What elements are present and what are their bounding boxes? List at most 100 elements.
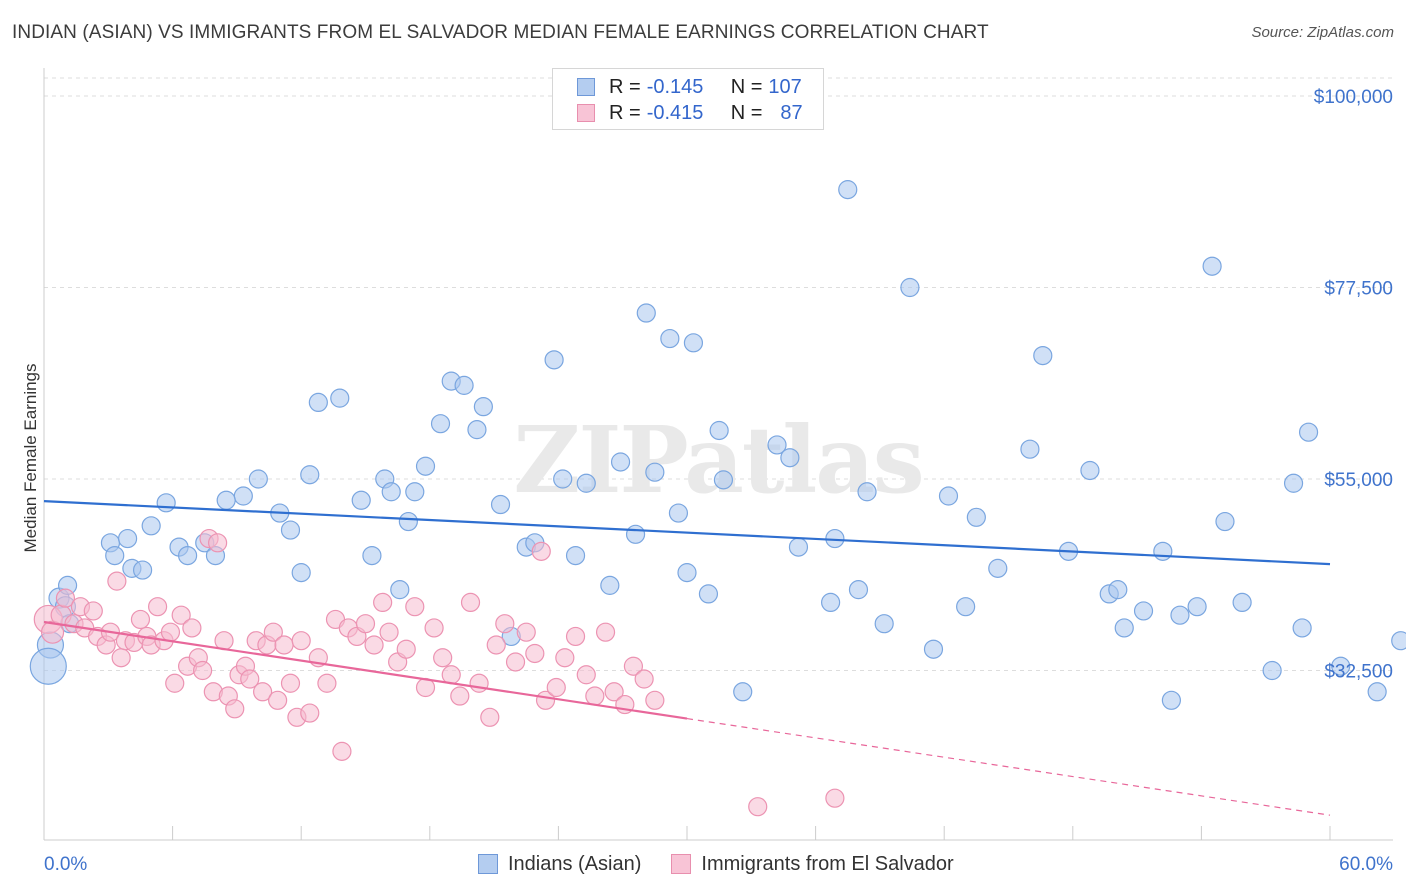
salvador-point (332, 741, 352, 761)
trend-layer (43, 500, 1331, 816)
indian-point (698, 584, 719, 604)
salvador-point (111, 648, 131, 668)
n-label: N = (730, 101, 763, 124)
indian-point (1298, 422, 1319, 442)
salvador-point (165, 673, 185, 693)
indian-point (1215, 511, 1235, 532)
legend-item-indians[interactable]: Indians (Asian) (478, 853, 641, 876)
indian-point (733, 682, 753, 702)
indian-point (291, 563, 311, 583)
salvador-point (433, 648, 453, 668)
indian-point (308, 392, 328, 412)
salvador-point (486, 635, 506, 655)
salvador-point (208, 533, 228, 553)
indian-point (490, 494, 511, 515)
y-axis-label: Median Female Earnings (21, 364, 40, 553)
n-label: N = (730, 75, 763, 98)
indian-point (1232, 592, 1252, 613)
indian-point (248, 469, 268, 489)
grid-layer (44, 77, 1395, 671)
indian-point (1292, 618, 1312, 638)
indian-point (1161, 690, 1181, 710)
r-label: R = (609, 75, 641, 98)
salvador-point (280, 673, 301, 693)
indian-point (132, 560, 153, 580)
salvador-point (576, 665, 596, 685)
salvador-point (193, 660, 213, 681)
indian-point (29, 647, 67, 685)
salvador-point (460, 592, 481, 613)
salvador-point (396, 639, 416, 659)
salvador-point (160, 622, 181, 642)
indian-point (1202, 256, 1222, 276)
indian-point (473, 397, 493, 417)
source-note: Source: ZipAtlas.com (1251, 24, 1394, 41)
indian-point (1331, 656, 1351, 676)
indian-point (636, 303, 656, 323)
indian-point (565, 545, 586, 566)
indian-point (390, 580, 410, 600)
stats-row-indians: R = -0.145 N = 107 (577, 75, 802, 99)
legend-label-indians: Indians (Asian) (508, 852, 642, 875)
indian-point (668, 503, 689, 523)
indian-point (216, 490, 236, 510)
indian-point (1153, 541, 1173, 561)
indian-point (467, 420, 487, 440)
bottom-legend: Indians (Asian) Immigrants from El Salva… (478, 852, 984, 876)
salvador-point (531, 541, 551, 561)
indian-point (415, 456, 436, 476)
legend-item-salvador[interactable]: Immigrants from El Salvador (671, 853, 954, 876)
indian-point (956, 597, 976, 617)
salvador-point (253, 682, 273, 702)
salvador-point (55, 588, 76, 608)
indian-point (351, 490, 371, 510)
indian-point (362, 545, 382, 566)
indian-point (576, 473, 596, 493)
salvador-point (634, 669, 654, 689)
salvador-point (825, 788, 845, 808)
indian-point (1187, 597, 1207, 617)
indian-point (660, 328, 680, 349)
label-layer: $100,000 $77,500 $55,000 $32,500 0.0% 60.0% Me… (21, 87, 1393, 875)
indian-point (600, 575, 620, 595)
indian-point (381, 482, 401, 502)
n-value: 87 (780, 101, 803, 124)
salvador-point (268, 690, 288, 710)
points-layer (29, 180, 1406, 817)
legend-swatch-blue (478, 854, 498, 874)
chart-title: INDIAN (ASIAN) VS IMMIGRANTS FROM EL SAL… (12, 22, 989, 43)
salvador-point (604, 682, 624, 702)
salvador-point (364, 635, 384, 655)
y-tick-label: $100,000 (1314, 87, 1393, 108)
legend-swatch-pink (577, 104, 595, 122)
indian-point (1020, 439, 1040, 459)
indian-point (117, 528, 138, 549)
indian-point (300, 465, 320, 485)
trend-line-salvador-dashed (686, 717, 1331, 816)
x-tick-label: 0.0% (44, 854, 87, 875)
salvador-point (263, 622, 283, 642)
trend-line-indians (43, 500, 1331, 566)
salvador-point (379, 622, 399, 642)
indian-point (1108, 580, 1128, 600)
indian-point (780, 448, 800, 468)
indian-point (821, 592, 841, 613)
salvador-point (645, 690, 665, 710)
indian-point (966, 507, 986, 527)
legend-swatch-pink (671, 854, 692, 874)
indian-point (938, 486, 959, 506)
indian-point (330, 388, 350, 408)
salvador-point (225, 699, 245, 719)
r-value: -0.415 (646, 101, 704, 124)
indian-point (767, 435, 787, 455)
indian-point (1033, 345, 1053, 366)
salvador-point (525, 643, 545, 664)
salvador-point (182, 618, 202, 638)
indian-point (553, 469, 573, 489)
x-tick-label: 60.0% (1339, 854, 1393, 875)
salvador-point (565, 626, 586, 647)
indian-point (178, 545, 198, 566)
salvador-point (373, 592, 393, 613)
salvador-point (585, 686, 605, 706)
